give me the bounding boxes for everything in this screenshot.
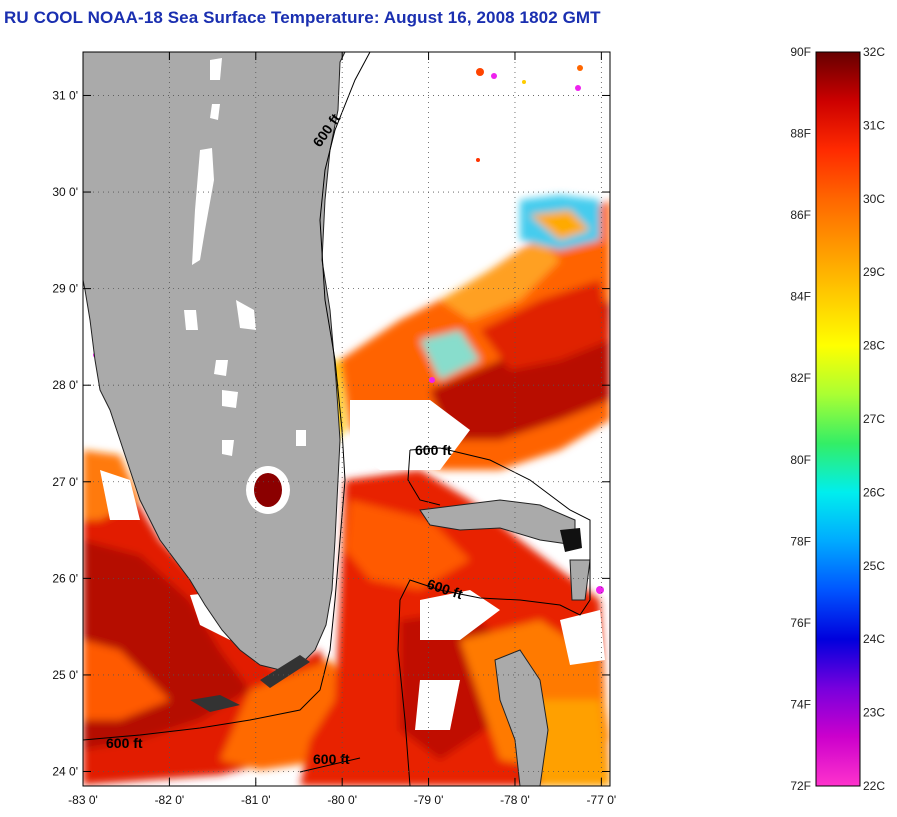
- lon-tick-label: -83 0': [68, 793, 98, 807]
- map-layers: [83, 52, 610, 786]
- colorbar: 90F 88F 86F 84F 82F 80F 78F 76F 74F 72F 32C 31C 30C…: [790, 45, 885, 793]
- florida-keys-west: [190, 695, 240, 712]
- colorbar-fahrenheit-labels: 90F 88F 86F 84F 82F 80F 78F 76F 74F 72F: [790, 45, 811, 793]
- contour-little-bahama: [407, 449, 441, 506]
- colorbar-f-label: 74F: [790, 697, 811, 711]
- colorbar-c-label: 22C: [863, 779, 885, 793]
- lake-okeechobee: [254, 473, 282, 507]
- abaco-island: [560, 528, 582, 552]
- colorbar-c-label: 31C: [863, 118, 885, 132]
- lat-tick-label: 27 0': [52, 475, 78, 489]
- colorbar-c-label: 23C: [863, 706, 885, 720]
- contour-label-4: 600 ft: [106, 735, 143, 751]
- colorbar-f-label: 78F: [790, 534, 811, 548]
- lat-tick-label: 31 0': [52, 88, 78, 102]
- lon-tick-label: -82 0': [155, 793, 185, 807]
- map-grid: [82, 52, 610, 786]
- florida-land: [83, 52, 346, 671]
- map-title: RU COOL NOAA-18 Sea Surface Temperature:…: [4, 8, 601, 27]
- colorbar-f-label: 90F: [790, 45, 811, 59]
- lat-tick-label: 26 0': [52, 571, 78, 585]
- colorbar-f-label: 82F: [790, 371, 811, 385]
- colorbar-c-label: 25C: [863, 559, 885, 573]
- colorbar-celsius-labels: 32C 31C 30C 29C 28C 27C 26C 25C 24C 23C 22C: [863, 45, 885, 793]
- contour-label-2: 600 ft: [415, 442, 452, 458]
- lon-tick-label: -77 0': [587, 793, 617, 807]
- colorbar-c-label: 30C: [863, 192, 885, 206]
- longitude-axis: -83 0' -82 0' -81 0' -80 0' -79 0' -78 0' -77 …: [68, 793, 616, 807]
- florida-keys-east: [260, 655, 310, 688]
- lat-tick-label: 24 0': [52, 765, 78, 779]
- colorbar-f-label: 76F: [790, 616, 811, 630]
- colorbar-c-label: 27C: [863, 412, 885, 426]
- colorbar-f-label: 80F: [790, 453, 811, 467]
- lon-tick-label: -78 0': [500, 793, 530, 807]
- depth-contours: [83, 52, 591, 786]
- colorbar-c-label: 28C: [863, 339, 885, 353]
- colorbar-c-label: 26C: [863, 485, 885, 499]
- andros-island: [494, 649, 549, 786]
- contour-label-5: 600 ft: [313, 751, 350, 767]
- lat-tick-label: 30 0': [52, 185, 78, 199]
- contour-south: [299, 757, 361, 773]
- lon-tick-label: -81 0': [241, 793, 271, 807]
- inland-water: [184, 58, 306, 456]
- lat-tick-label: 29 0': [52, 282, 78, 296]
- lat-tick-label: 28 0': [52, 378, 78, 392]
- colorbar-c-label: 24C: [863, 632, 885, 646]
- contour-florida-shelf: [83, 52, 371, 741]
- lat-tick-label: 25 0': [52, 668, 78, 682]
- colorbar-f-label: 88F: [790, 127, 811, 141]
- colorbar-c-label: 29C: [863, 265, 885, 279]
- latitude-axis: 31 0' 30 0' 29 0' 28 0' 27 0' 26 0' 25 0' 24 0': [52, 88, 78, 778]
- lon-tick-label: -79 0': [414, 793, 444, 807]
- colorbar-c-label: 32C: [863, 45, 885, 59]
- colorbar-f-label: 84F: [790, 290, 811, 304]
- map-frame: [82, 51, 611, 787]
- colorbar-f-label: 72F: [790, 779, 811, 793]
- colorbar-f-label: 86F: [790, 208, 811, 222]
- contour-bahamas: [397, 447, 591, 786]
- eleuthera-island: [569, 559, 591, 601]
- colorbar-gradient: [815, 51, 861, 787]
- lon-tick-label: -80 0': [327, 793, 357, 807]
